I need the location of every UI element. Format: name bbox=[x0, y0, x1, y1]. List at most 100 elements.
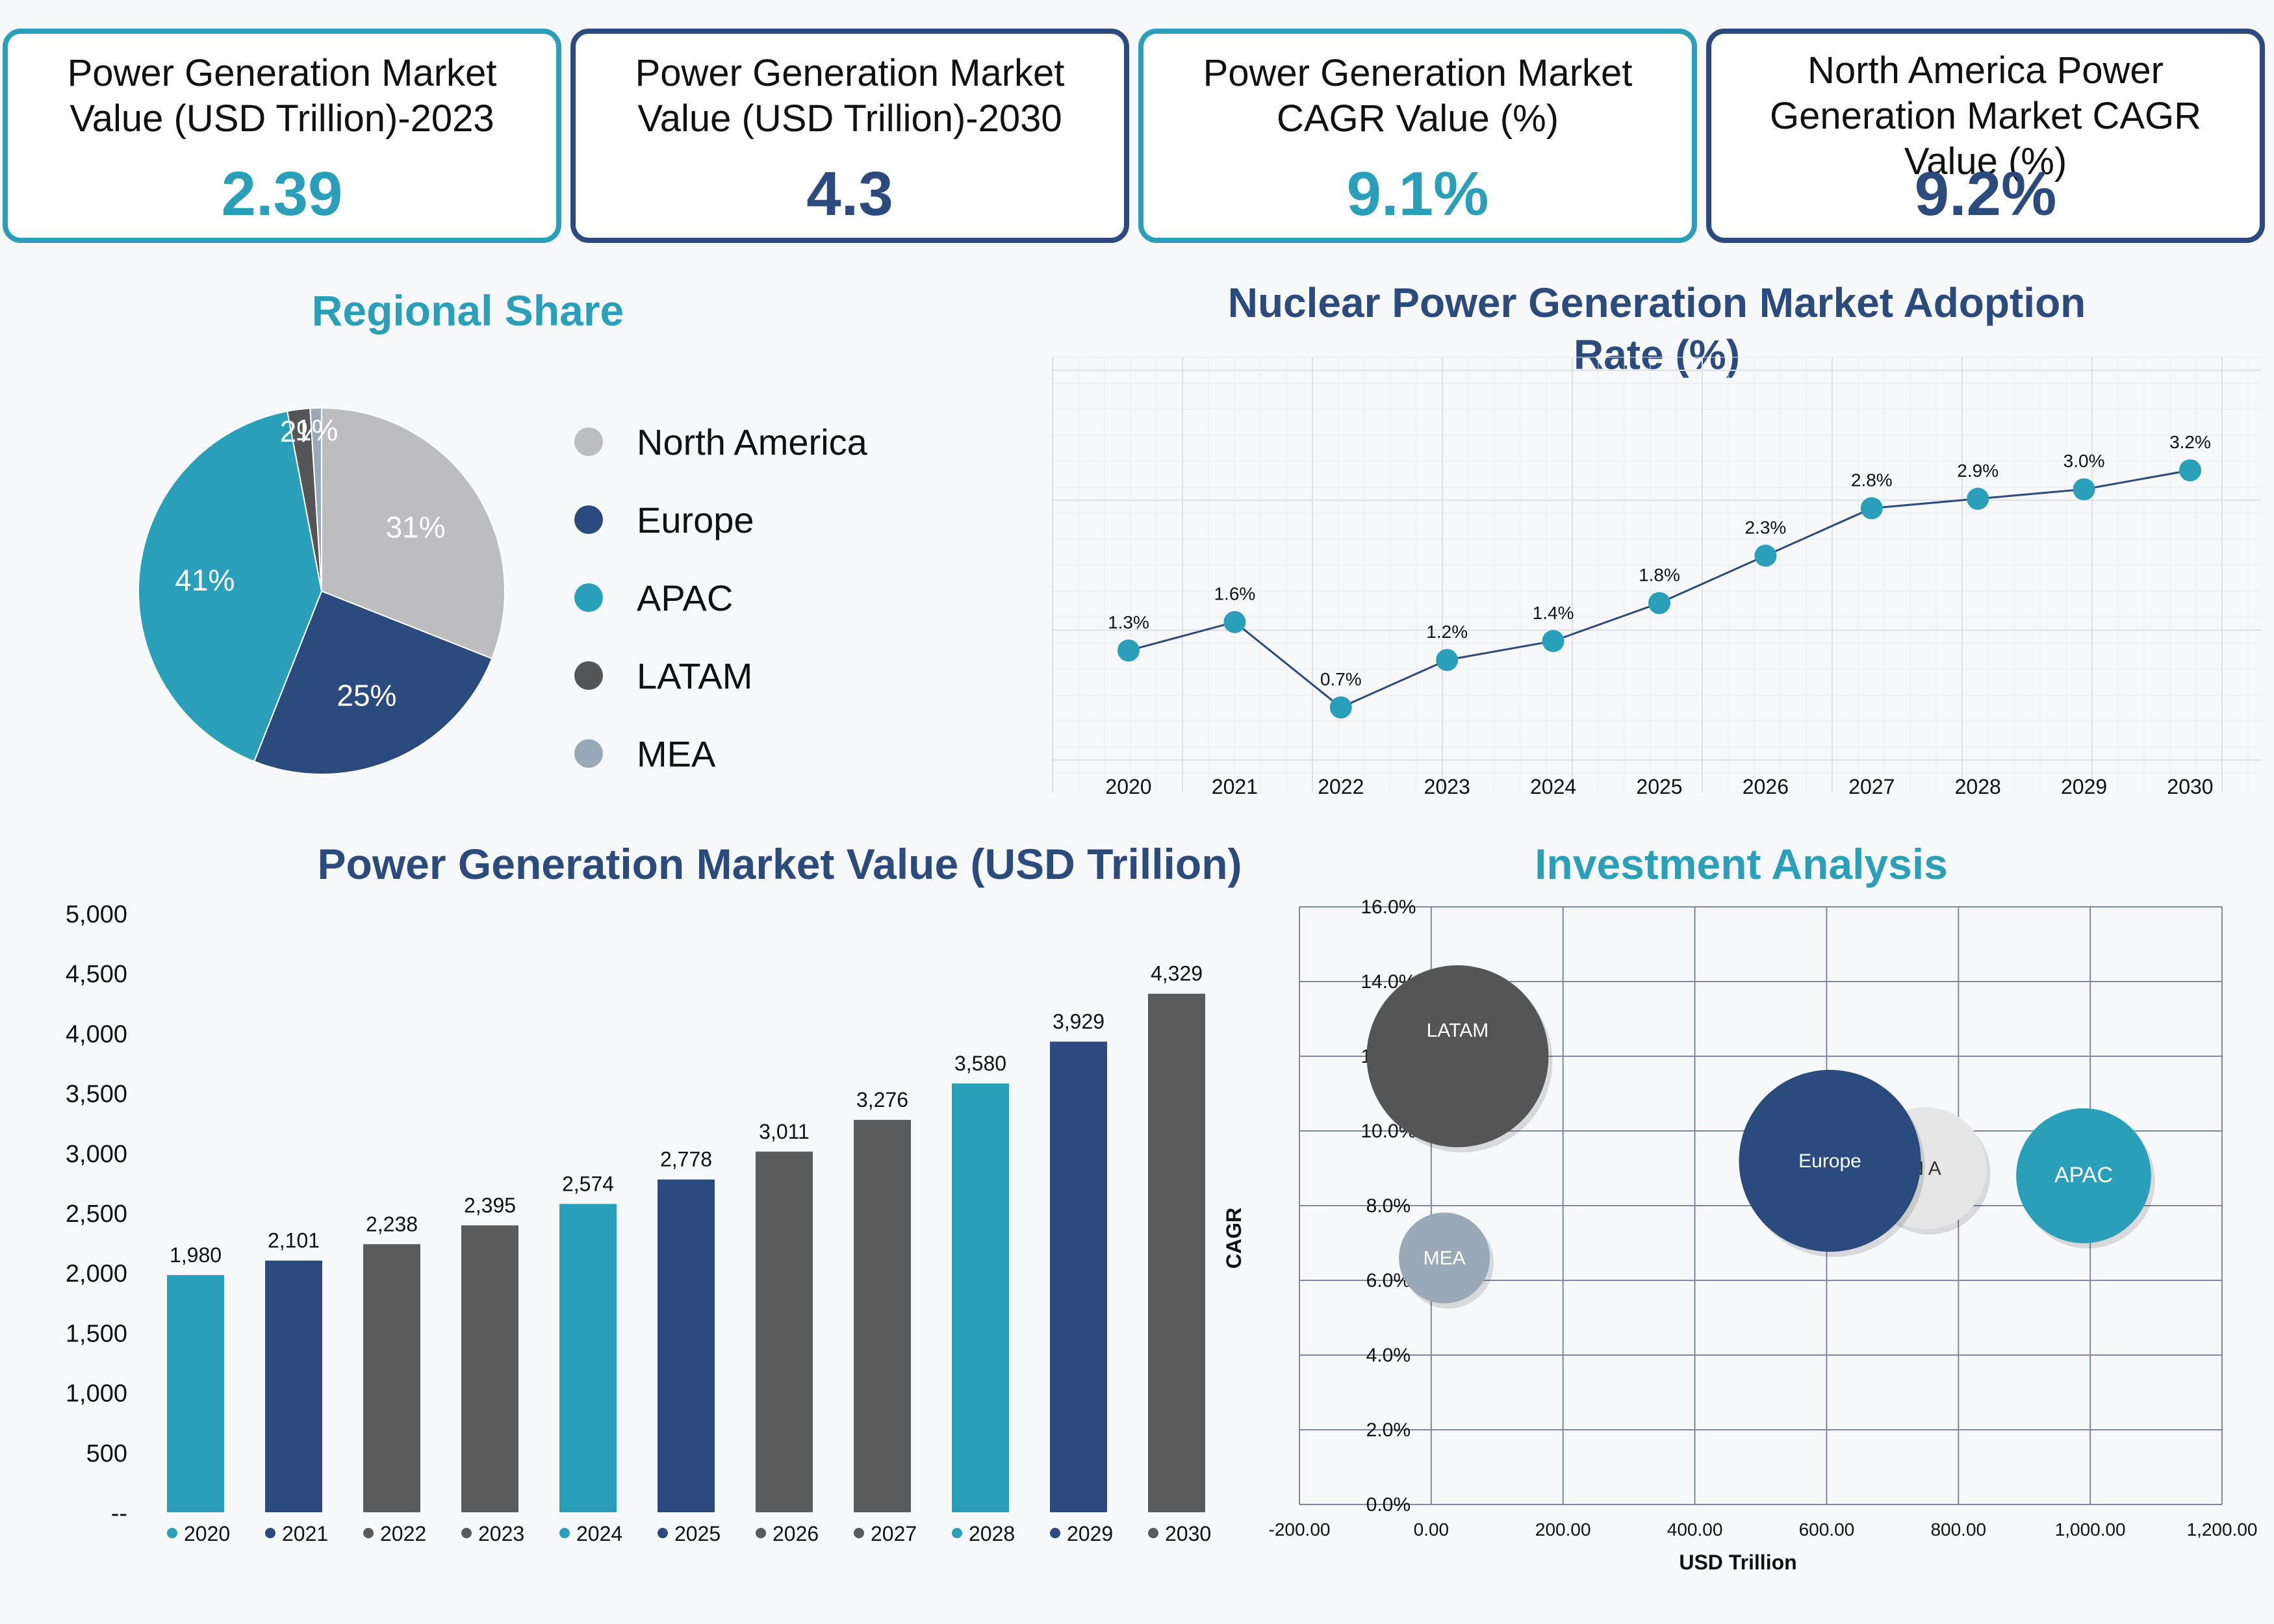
legend-label: 2025 bbox=[674, 1522, 721, 1545]
x-tick-label: 2025 bbox=[1636, 775, 1682, 798]
legend-label: 2028 bbox=[969, 1522, 1015, 1545]
y-tick-label: 4,500 bbox=[66, 961, 127, 988]
bar-2028 bbox=[952, 1083, 1009, 1512]
legend-label: LATAM bbox=[637, 655, 753, 696]
bubble-label: Europe bbox=[1798, 1150, 1861, 1172]
y-tick-label: 2,500 bbox=[66, 1200, 127, 1228]
bar-data-label: 2,574 bbox=[562, 1172, 614, 1195]
y-tick-label: 1,000 bbox=[66, 1380, 127, 1408]
line-data-label: 3.2% bbox=[2169, 432, 2211, 452]
y-tick-label: 4.0% bbox=[1366, 1345, 1411, 1366]
kpi-card-na-cagr: North America Power Generation Market CA… bbox=[1706, 29, 2265, 243]
x-tick-label: 1,200.00 bbox=[2187, 1519, 2258, 1540]
legend-label: 2023 bbox=[478, 1522, 524, 1545]
legend-marker bbox=[1148, 1528, 1158, 1538]
x-tick-label: 2026 bbox=[1743, 775, 1789, 798]
x-tick-label: 2021 bbox=[1212, 775, 1258, 798]
line-point bbox=[1329, 696, 1352, 718]
bar-chart-title: Power Generation Market Value (USD Trill… bbox=[317, 840, 1242, 888]
x-tick-label: 2024 bbox=[1530, 775, 1576, 798]
bubble-mea bbox=[1399, 1212, 1490, 1304]
line-data-label: 3.0% bbox=[2063, 451, 2105, 471]
kpi-label: Power Generation Market Value (USD Trill… bbox=[67, 52, 497, 140]
legend-dot bbox=[574, 661, 603, 690]
bar-data-label: 2,778 bbox=[660, 1148, 712, 1171]
bar-data-label: 3,929 bbox=[1053, 1009, 1105, 1033]
line-data-label: 1.6% bbox=[1214, 584, 1255, 604]
bar-2026 bbox=[756, 1151, 813, 1512]
bubble-label: LATAM bbox=[1427, 1020, 1489, 1041]
line-point bbox=[1860, 497, 1883, 520]
bar-data-label: 3,580 bbox=[954, 1052, 1006, 1075]
x-tick-label: 2028 bbox=[1955, 775, 2001, 798]
legend-label: MEA bbox=[637, 733, 716, 774]
line-data-label: 1.4% bbox=[1533, 603, 1574, 623]
kpi-card-value-2023: Power Generation Market Value (USD Trill… bbox=[3, 29, 561, 243]
x-tick-label: 2020 bbox=[1105, 775, 1151, 798]
bubble-latam bbox=[1366, 965, 1549, 1147]
legend-item-latam: LATAM bbox=[574, 655, 753, 697]
legend-item-europe: Europe bbox=[574, 499, 754, 541]
y-tick-label: 1,500 bbox=[66, 1320, 127, 1347]
legend-marker bbox=[1050, 1528, 1060, 1538]
y-tick-label: 3,000 bbox=[66, 1141, 127, 1168]
kpi-card-cagr: Power Generation Market CAGR Value (%) 9… bbox=[1138, 29, 1697, 243]
legend-label: 2029 bbox=[1067, 1522, 1113, 1545]
legend-marker bbox=[461, 1528, 472, 1538]
bar-2023 bbox=[461, 1225, 518, 1512]
line-series bbox=[1128, 469, 2191, 709]
line-data-label: 1.2% bbox=[1426, 622, 1468, 642]
x-tick-label: 400.00 bbox=[1667, 1519, 1723, 1540]
x-tick-label: 2027 bbox=[1848, 775, 1895, 798]
y-tick-label: 4,000 bbox=[66, 1021, 127, 1048]
x-tick-label: 800.00 bbox=[1930, 1519, 1986, 1540]
legend-marker bbox=[756, 1528, 766, 1538]
x-tick-label: 2030 bbox=[2167, 775, 2213, 798]
legend-item-apac: APAC bbox=[574, 577, 734, 619]
bubble-label: MEA bbox=[1424, 1248, 1466, 1269]
legend-item-north-america: North America bbox=[574, 421, 867, 463]
line-data-label: 2.3% bbox=[1744, 517, 1786, 537]
pie-data-label: 31% bbox=[386, 511, 446, 544]
line-point bbox=[1754, 544, 1777, 567]
legend-marker bbox=[854, 1528, 864, 1538]
bubble-chart-title: Investment Analysis bbox=[1535, 840, 1948, 888]
x-tick-label: 2023 bbox=[1424, 775, 1470, 798]
legend-label: 2030 bbox=[1165, 1522, 1211, 1545]
kpi-label: Power Generation Market CAGR Value (%) bbox=[1203, 52, 1633, 140]
line-point bbox=[2073, 478, 2095, 501]
bubble-apac bbox=[2016, 1108, 2151, 1243]
x-tick-label: 2029 bbox=[2061, 775, 2107, 798]
bar-2025 bbox=[658, 1179, 715, 1512]
legend-marker bbox=[559, 1528, 570, 1538]
bubble-europe bbox=[1739, 1070, 1921, 1252]
pie-slice-mea bbox=[309, 407, 322, 592]
legend-label: 2024 bbox=[576, 1522, 622, 1545]
y-tick-label: 0.0% bbox=[1366, 1494, 1411, 1516]
bar-2030 bbox=[1148, 993, 1205, 1512]
legend-label: Europe bbox=[637, 500, 754, 540]
kpi-label: North America Power Generation Market CA… bbox=[1769, 49, 2202, 183]
y-tick-label: 5,000 bbox=[66, 901, 127, 928]
kpi-card-value-2030: Power Generation Market Value (USD Trill… bbox=[570, 29, 1129, 243]
legend-marker bbox=[658, 1528, 668, 1538]
bar-data-label: 2,101 bbox=[268, 1229, 320, 1252]
legend-dot bbox=[574, 505, 603, 534]
line-point bbox=[1436, 649, 1459, 671]
regional-share-pie-chart: 31%25%41%2%1% bbox=[138, 407, 505, 775]
x-tick-label: 1,000.00 bbox=[2055, 1519, 2126, 1540]
legend-label: 2020 bbox=[184, 1522, 230, 1545]
bar-data-label: 2,238 bbox=[366, 1212, 418, 1236]
legend-label: APAC bbox=[637, 577, 734, 618]
pie-slice-apac bbox=[138, 410, 323, 763]
legend-marker bbox=[363, 1528, 374, 1538]
x-tick-label: 200.00 bbox=[1535, 1519, 1591, 1540]
bar-data-label: 4,329 bbox=[1151, 962, 1203, 985]
market-value-bar-chart: -- 500 1,000 1,500 2,000 2,500 3,000 3,500 4,000… bbox=[66, 901, 1211, 1545]
bar-2027 bbox=[854, 1119, 911, 1512]
line-data-label: 2.9% bbox=[1957, 461, 1999, 481]
line-point bbox=[1118, 639, 1140, 662]
line-point bbox=[1648, 592, 1670, 615]
pie-chart-title: Regional Share bbox=[311, 286, 624, 335]
line-point bbox=[1542, 629, 1565, 652]
